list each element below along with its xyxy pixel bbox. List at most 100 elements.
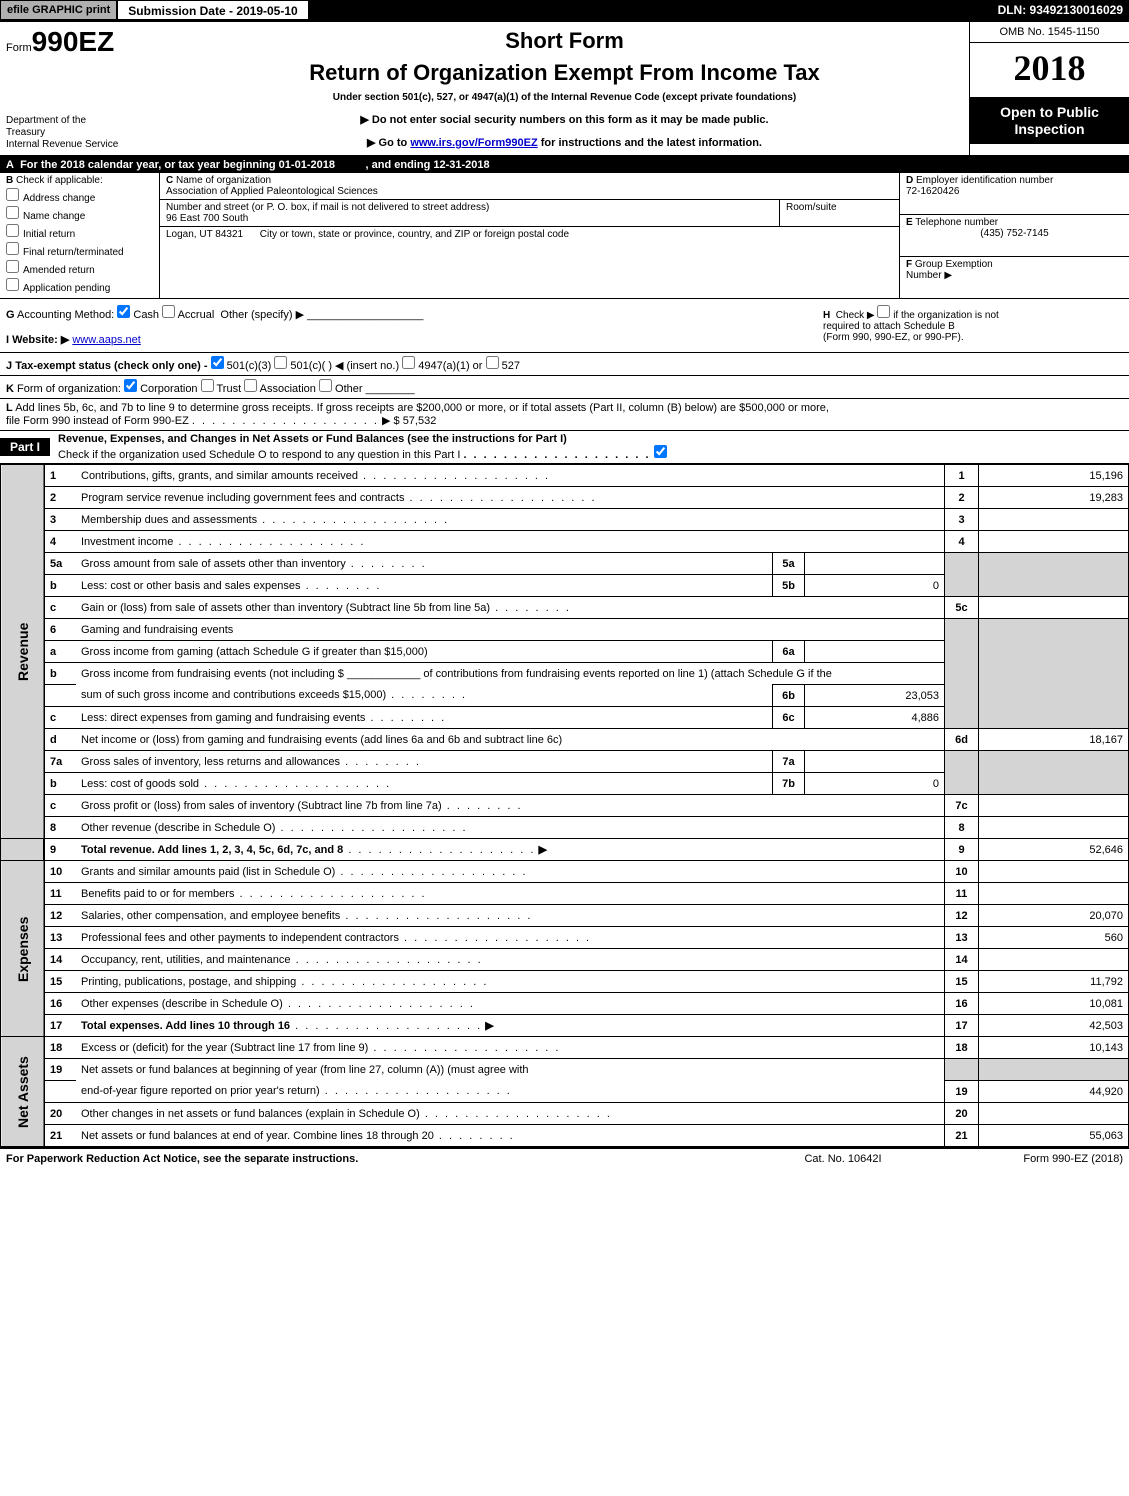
r17-num: 17: [44, 1015, 76, 1037]
r13-desc: Professional fees and other payments to …: [81, 932, 399, 944]
form-prefix: Form: [6, 42, 32, 54]
r11-amt: [979, 883, 1129, 905]
part-1-table: Revenue 1 Contributions, gifts, grants, …: [0, 464, 1129, 1147]
r19-num: 19: [44, 1059, 76, 1081]
r21-desc: Net assets or fund balances at end of ye…: [81, 1130, 434, 1142]
e-label: E: [906, 217, 913, 228]
go-to-prefix: ▶ Go to: [367, 137, 410, 149]
dept-line-1: Department of the: [6, 115, 154, 127]
r16-num: 16: [44, 993, 76, 1015]
r6a-subval: [805, 641, 945, 663]
cb-other-org[interactable]: [319, 379, 332, 392]
footer-left: For Paperwork Reduction Act Notice, see …: [6, 1153, 743, 1165]
r7a-desc: Gross sales of inventory, less returns a…: [81, 756, 340, 768]
l-text2: file Form 990 instead of Form 990-EZ: [6, 415, 189, 427]
r1-amt: 15,196: [979, 465, 1129, 487]
section-gh: G Accounting Method: Cash Accrual Other …: [0, 299, 1129, 353]
r5a-desc: Gross amount from sale of assets other t…: [81, 558, 346, 570]
r4-desc: Investment income: [81, 536, 173, 548]
r7b-num: b: [44, 773, 76, 795]
cb-501c3[interactable]: [211, 356, 224, 369]
r7c-amt: [979, 795, 1129, 817]
r15-desc: Printing, publications, postage, and shi…: [81, 976, 296, 988]
r21-num: 21: [44, 1125, 76, 1147]
k-other: Other: [335, 383, 363, 395]
j-o1: 501(c)(3): [227, 360, 272, 372]
cb-amended-return[interactable]: Amended return: [6, 260, 153, 276]
dept-line-2: Treasury: [6, 127, 154, 139]
r6-shade-amt: [979, 619, 1129, 729]
r18-box: 18: [945, 1037, 979, 1059]
efile-print-button[interactable]: efile GRAPHIC print: [0, 0, 117, 20]
r3-amt: [979, 509, 1129, 531]
r7b-desc: Less: cost of goods sold: [81, 778, 199, 790]
cb-association[interactable]: [244, 379, 257, 392]
r3-desc: Membership dues and assessments: [81, 514, 257, 526]
r16-desc: Other expenses (describe in Schedule O): [81, 998, 283, 1010]
r12-num: 12: [44, 905, 76, 927]
b-check-if: Check if applicable:: [16, 175, 103, 186]
k-trust: Trust: [216, 383, 241, 395]
cb-4947[interactable]: [402, 356, 415, 369]
part-1-title: Revenue, Expenses, and Changes in Net As…: [50, 431, 1129, 463]
j-o4: 527: [502, 360, 520, 372]
r11-box: 11: [945, 883, 979, 905]
cb-schedule-o[interactable]: [654, 445, 667, 458]
cb-corporation[interactable]: [124, 379, 137, 392]
r13-box: 13: [945, 927, 979, 949]
r6d-num: d: [44, 729, 76, 751]
r20-desc: Other changes in net assets or fund bala…: [81, 1108, 420, 1120]
cb-501c[interactable]: [274, 356, 287, 369]
line-a: A For the 2018 calendar year, or tax yea…: [0, 157, 1129, 173]
r5b-num: b: [44, 575, 76, 597]
cb-initial-return[interactable]: Initial return: [6, 224, 153, 240]
r6a-desc: Gross income from gaming (attach Schedul…: [81, 646, 428, 658]
r14-num: 14: [44, 949, 76, 971]
section-def: D Employer identification number 72-1620…: [899, 173, 1129, 298]
r7c-box: 7c: [945, 795, 979, 817]
line-a-end: , and ending 12-31-2018: [366, 159, 490, 171]
cash-label: Cash: [133, 309, 159, 321]
r5c-num: c: [44, 597, 76, 619]
r4-num: 4: [44, 531, 76, 553]
g-text: Accounting Method:: [17, 309, 114, 321]
r12-box: 12: [945, 905, 979, 927]
cb-schedule-b[interactable]: [877, 305, 890, 318]
r3-num: 3: [44, 509, 76, 531]
website-link[interactable]: www.aaps.net: [72, 334, 140, 346]
ein-label: Employer identification number: [916, 175, 1053, 186]
top-bar: efile GRAPHIC print Submission Date - 20…: [0, 0, 1129, 22]
cb-527[interactable]: [486, 356, 499, 369]
cb-address-change[interactable]: Address change: [6, 188, 153, 204]
r6a-num: a: [44, 641, 76, 663]
go-to-link[interactable]: www.irs.gov/Form990EZ: [410, 137, 537, 149]
cb-application-pending[interactable]: Application pending: [6, 278, 153, 294]
dept-line-3: Internal Revenue Service: [6, 139, 154, 151]
page-footer: For Paperwork Reduction Act Notice, see …: [0, 1147, 1129, 1169]
cb-trust[interactable]: [201, 379, 214, 392]
cb-accrual[interactable]: [162, 305, 175, 318]
street-label: Number and street (or P. O. box, if mail…: [166, 202, 489, 213]
r20-amt: [979, 1103, 1129, 1125]
r7-shade: [945, 751, 979, 795]
r6a-sub: 6a: [773, 641, 805, 663]
l-label: L: [6, 402, 13, 414]
cb-name-change[interactable]: Name change: [6, 206, 153, 222]
short-form-title: Short Form: [170, 28, 959, 54]
r1-box: 1: [945, 465, 979, 487]
number-label: Number ▶: [906, 270, 952, 281]
under-section: Under section 501(c), 527, or 4947(a)(1)…: [170, 92, 959, 103]
j-text: Tax-exempt status (check only one) -: [15, 360, 207, 372]
r19b-desc: end-of-year figure reported on prior yea…: [81, 1085, 320, 1097]
r1-desc: Contributions, gifts, grants, and simila…: [81, 470, 358, 482]
r7-shade-amt: [979, 751, 1129, 795]
r14-box: 14: [945, 949, 979, 971]
org-name: Association of Applied Paleontological S…: [166, 186, 378, 197]
r13-num: 13: [44, 927, 76, 949]
cb-cash[interactable]: [117, 305, 130, 318]
r9-box: 9: [945, 839, 979, 861]
r7c-num: c: [44, 795, 76, 817]
k-assoc: Association: [260, 383, 316, 395]
tel-value: (435) 752-7145: [906, 228, 1123, 239]
cb-final-return[interactable]: Final return/terminated: [6, 242, 153, 258]
